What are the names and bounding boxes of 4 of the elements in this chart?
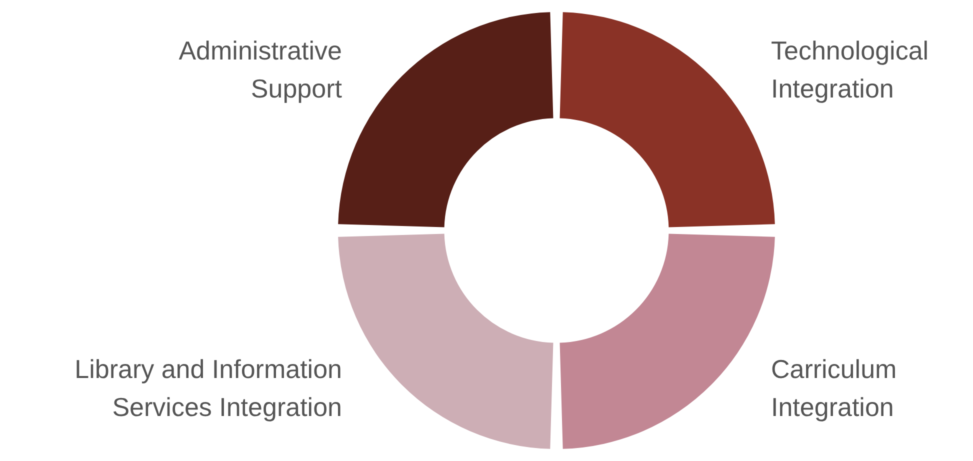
slice-label: Technological Integration [771,35,929,104]
slice-label: Carriculum Integration [771,354,897,422]
slice-label: Administrative Support [178,35,343,104]
slice-label: Library and Information Services Integration [74,354,342,422]
